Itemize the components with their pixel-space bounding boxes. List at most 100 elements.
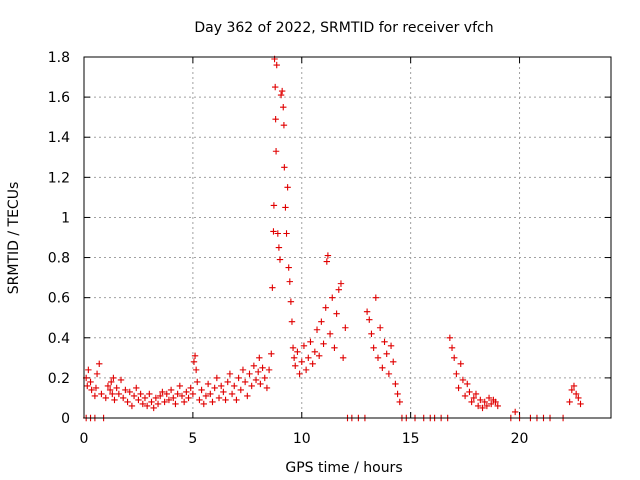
data-point bbox=[211, 384, 218, 392]
data-point bbox=[174, 390, 181, 398]
data-point bbox=[307, 338, 314, 345]
data-point bbox=[159, 388, 166, 396]
data-point bbox=[133, 384, 140, 392]
data-point bbox=[376, 324, 384, 331]
data-point bbox=[481, 398, 488, 406]
data-point bbox=[283, 230, 290, 237]
data-point bbox=[215, 394, 223, 402]
data-point bbox=[363, 308, 371, 315]
data-point bbox=[339, 354, 347, 362]
data-point bbox=[237, 386, 244, 394]
data-point bbox=[464, 380, 471, 388]
data-point bbox=[209, 398, 216, 406]
data-point bbox=[474, 402, 482, 410]
data-point bbox=[233, 396, 240, 404]
data-point bbox=[459, 376, 467, 384]
data-point bbox=[392, 380, 399, 388]
data-point bbox=[479, 404, 486, 412]
data-point bbox=[302, 366, 310, 374]
data-point bbox=[108, 378, 115, 386]
data-point bbox=[309, 360, 316, 368]
data-point bbox=[220, 388, 227, 396]
data-point bbox=[207, 390, 214, 398]
data-point bbox=[255, 368, 262, 376]
data-point bbox=[115, 390, 123, 398]
data-point bbox=[226, 370, 234, 378]
data-point bbox=[110, 374, 117, 382]
data-point bbox=[93, 370, 101, 378]
data-point bbox=[88, 386, 95, 394]
data-point bbox=[202, 392, 210, 400]
data-point bbox=[84, 382, 91, 390]
data-point bbox=[191, 352, 199, 360]
y-tick-label: 1.8 bbox=[48, 50, 70, 66]
data-point bbox=[265, 366, 273, 374]
data-point bbox=[235, 374, 242, 382]
data-point bbox=[305, 354, 312, 362]
data-point bbox=[192, 366, 200, 374]
data-point bbox=[104, 382, 112, 390]
data-point bbox=[244, 392, 251, 400]
data-point bbox=[183, 388, 190, 396]
data-point bbox=[342, 324, 349, 331]
data-point bbox=[288, 318, 296, 325]
data-point bbox=[172, 400, 179, 408]
data-point bbox=[143, 402, 151, 410]
y-tick-label: 1 bbox=[61, 210, 70, 226]
data-point bbox=[165, 396, 173, 404]
x-tick-label: 20 bbox=[511, 431, 529, 447]
data-point bbox=[248, 382, 255, 390]
data-point bbox=[366, 316, 373, 323]
data-point bbox=[294, 348, 301, 356]
data-point bbox=[167, 386, 175, 394]
data-point bbox=[396, 398, 403, 406]
data-point bbox=[448, 344, 456, 352]
y-tick-label: 0.6 bbox=[48, 291, 70, 307]
data-point bbox=[323, 258, 331, 265]
data-point bbox=[213, 374, 221, 382]
data-points bbox=[82, 55, 584, 422]
data-point bbox=[98, 390, 105, 398]
data-point bbox=[273, 61, 280, 69]
data-point bbox=[381, 338, 388, 345]
x-tick-label: 0 bbox=[80, 431, 89, 447]
data-point bbox=[568, 386, 576, 394]
data-point bbox=[270, 202, 278, 209]
data-point bbox=[492, 398, 499, 406]
data-point bbox=[200, 400, 207, 408]
data-point bbox=[111, 396, 118, 404]
data-point bbox=[241, 378, 249, 386]
data-point bbox=[485, 394, 493, 402]
data-point bbox=[126, 388, 133, 396]
data-point bbox=[141, 394, 149, 402]
data-point bbox=[256, 354, 263, 362]
chart-title: Day 362 of 2022, SRMTID for receiver vfc… bbox=[194, 20, 493, 36]
data-point bbox=[281, 164, 288, 171]
x-tick-label: 15 bbox=[402, 431, 420, 447]
data-point bbox=[128, 402, 136, 410]
data-point bbox=[137, 390, 144, 398]
data-point bbox=[451, 354, 458, 362]
data-point bbox=[383, 350, 390, 358]
data-point bbox=[280, 121, 288, 129]
data-point bbox=[261, 374, 268, 382]
data-point bbox=[280, 103, 287, 111]
data-point bbox=[477, 396, 484, 404]
data-point bbox=[370, 344, 377, 352]
axis-ticks: 0 0.2 0.4 0.6 0.8 1 1.2 1.4 1.6 1.8 0 5 10 15 20 bbox=[48, 50, 611, 447]
data-point bbox=[488, 400, 495, 408]
data-point bbox=[385, 370, 393, 378]
data-point bbox=[368, 330, 375, 337]
data-point bbox=[246, 370, 253, 378]
data-point bbox=[119, 394, 127, 402]
data-point bbox=[511, 408, 519, 416]
data-point bbox=[494, 402, 501, 410]
data-point bbox=[387, 342, 395, 349]
y-tick-label: 1.6 bbox=[48, 90, 70, 106]
data-point bbox=[324, 252, 332, 259]
data-point bbox=[315, 352, 323, 360]
data-point bbox=[394, 390, 401, 398]
data-point bbox=[198, 386, 205, 394]
data-point bbox=[150, 404, 157, 412]
data-point bbox=[290, 354, 298, 362]
